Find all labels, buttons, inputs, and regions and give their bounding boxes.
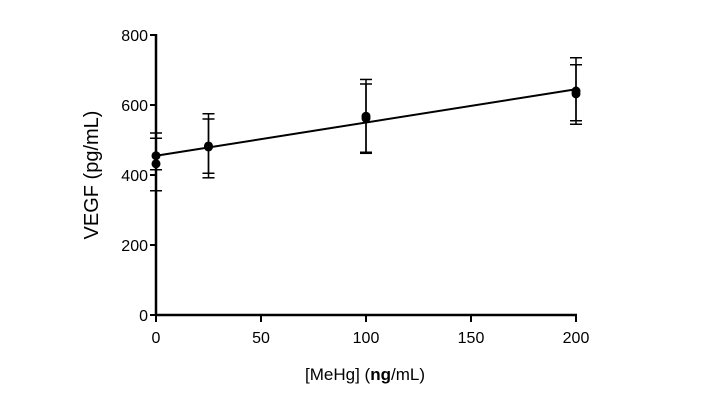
x-tick-label: 150: [458, 330, 485, 347]
data-point: [362, 114, 371, 123]
chart-marks: [150, 58, 582, 191]
x-tick-label: 200: [563, 330, 590, 347]
y-tick-label: 800: [121, 28, 148, 45]
data-point: [152, 151, 161, 160]
data-point: [204, 143, 213, 152]
x-tick-label: 50: [252, 330, 270, 347]
x-axis-title-part: ng: [370, 365, 391, 384]
x-tick-label: 100: [353, 330, 380, 347]
x-axis-title: [MeHg] (ng/mL): [305, 365, 425, 384]
x-axis-title-part: /mL): [391, 365, 425, 384]
data-point: [152, 159, 161, 168]
axes: 0 200 400 600 800 0 50 100 150 200: [121, 28, 589, 347]
y-tick-label: 600: [121, 98, 148, 115]
y-tick-label: 200: [121, 238, 148, 255]
x-axis-title-part: [MeHg] (: [305, 365, 371, 384]
y-tick-label: 0: [139, 308, 148, 325]
y-tick-label: 400: [121, 168, 148, 185]
y-axis-title: VEGF (pg/mL): [81, 111, 103, 240]
x-tick-label: 0: [152, 330, 161, 347]
data-point: [572, 89, 581, 98]
